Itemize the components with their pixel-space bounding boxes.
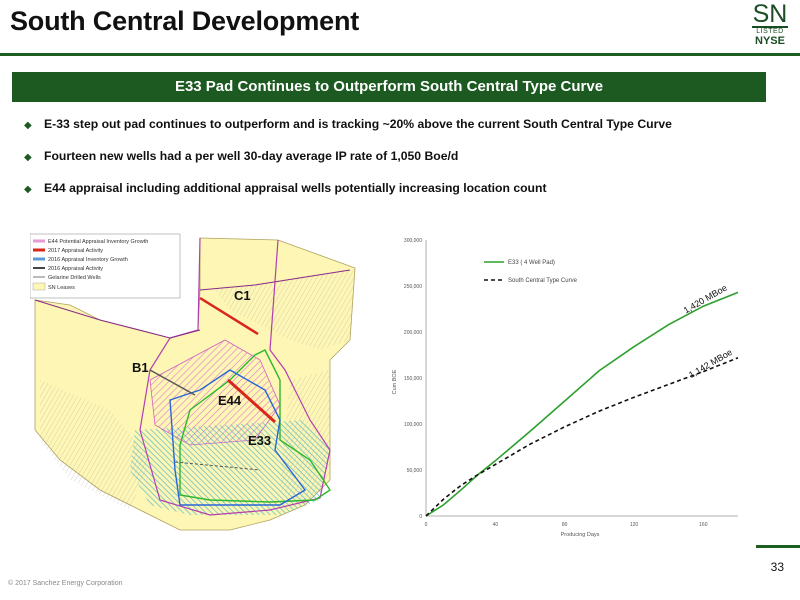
- y-tick-label: 50,000: [407, 468, 423, 474]
- bullet-list: ◆ E-33 step out pad continues to outperfo…: [24, 116, 784, 212]
- bullet-diamond-icon: ◆: [24, 120, 32, 131]
- company-logo: SN LISTED NYSE: [746, 2, 794, 50]
- bullet-diamond-icon: ◆: [24, 184, 32, 195]
- y-tick-label: 300,000: [404, 238, 422, 244]
- x-tick-label: 120: [630, 522, 639, 528]
- lease-map: E44 Potential Appraisal Inventory Growth…: [30, 230, 358, 550]
- y-tick-label: 250,000: [404, 284, 422, 290]
- series-line-type-curve: [425, 357, 739, 517]
- logo-bottom: NYSE: [755, 35, 785, 47]
- logo-top: SN: [752, 0, 788, 28]
- page-number: 33: [770, 560, 784, 574]
- map-label-c1: C1: [234, 288, 251, 303]
- map-legend: [30, 233, 181, 299]
- legend-swatch-sn-leases: [32, 282, 46, 291]
- series-line-e33: [425, 291, 739, 517]
- footer-rule: [756, 545, 800, 548]
- section-banner: E33 Pad Continues to Outperform South Ce…: [12, 72, 766, 102]
- gray-hatch-area-west: [40, 380, 150, 510]
- chart-legend: E33 ( 4 Well Pad) South Central Type Cur…: [484, 260, 578, 284]
- e33-wells: [174, 461, 261, 471]
- copyright-text: © 2017 Sanchez Energy Corporation: [8, 580, 123, 587]
- x-tick-label: 80: [562, 522, 568, 528]
- magenta-boundary: [139, 237, 331, 516]
- legend-label-2016-growth: 2016 Appraisal Inventory Growth: [48, 257, 128, 263]
- green-boundary: [179, 349, 331, 503]
- y-tick-label: 200,000: [404, 330, 422, 336]
- bullet-diamond-icon: ◆: [24, 152, 32, 163]
- bullet-text: Fourteen new wells had a per well 30-day…: [44, 149, 459, 163]
- bullet-text: E44 appraisal including additional appra…: [44, 181, 547, 195]
- legend-label-sn-leases: SN Leases: [48, 285, 75, 291]
- bullet-text: E-33 step out pad continues to outperfor…: [44, 117, 672, 131]
- x-axis-label: Producing Days: [561, 532, 600, 538]
- blue-boundary: [169, 369, 307, 506]
- y-tick-label: 0: [419, 514, 422, 520]
- x-tick-label: 0: [425, 522, 428, 528]
- legend-label-type-curve: South Central Type Curve: [508, 278, 578, 284]
- x-tick-label: 40: [493, 522, 499, 528]
- map-label-b1: B1: [132, 360, 149, 375]
- legend-label-drilled-wells: Gelarine Drilled Wells: [48, 275, 101, 281]
- map-label-e33: E33: [248, 433, 271, 448]
- header-rule: [0, 53, 800, 56]
- legend-label-2017-activity: 2017 Appraisal Activity: [48, 248, 103, 254]
- bullet-item: ◆ E44 appraisal including additional appr…: [24, 180, 784, 212]
- logo-divider: [752, 26, 788, 28]
- legend-label-e44: E44 Potential Appraisal Inventory Growth: [48, 239, 148, 245]
- legend-label-2016-activity: 2016 Appraisal Activity: [48, 266, 103, 272]
- bullet-item: ◆ Fourteen new wells had a per well 30-da…: [24, 148, 784, 180]
- annotation-type-curve-total: 1,142 MBoe: [687, 347, 734, 380]
- production-chart: 0 50,000 100,000 150,000 200,000 250,000 300,0…: [392, 238, 739, 538]
- bullet-item: ◆ E-33 step out pad continues to outperfo…: [24, 116, 784, 148]
- lease-line: [34, 269, 351, 339]
- y-axis-label: Cum BOE: [392, 369, 398, 394]
- e44-well-2017: [227, 378, 276, 424]
- y-tick-label: 150,000: [404, 376, 422, 382]
- x-tick-label: 160: [699, 522, 708, 528]
- y-tick-label: 100,000: [404, 422, 422, 428]
- page-title: South Central Development: [10, 6, 360, 36]
- b1-well-2016: [149, 369, 196, 396]
- c1-well-2017: [199, 296, 259, 336]
- map-label-e44: E44: [218, 393, 242, 408]
- gray-hatch-area-north: [215, 270, 355, 350]
- logo-middle: LISTED: [756, 28, 784, 35]
- legend-label-e33: E33 ( 4 Well Pad): [508, 260, 555, 266]
